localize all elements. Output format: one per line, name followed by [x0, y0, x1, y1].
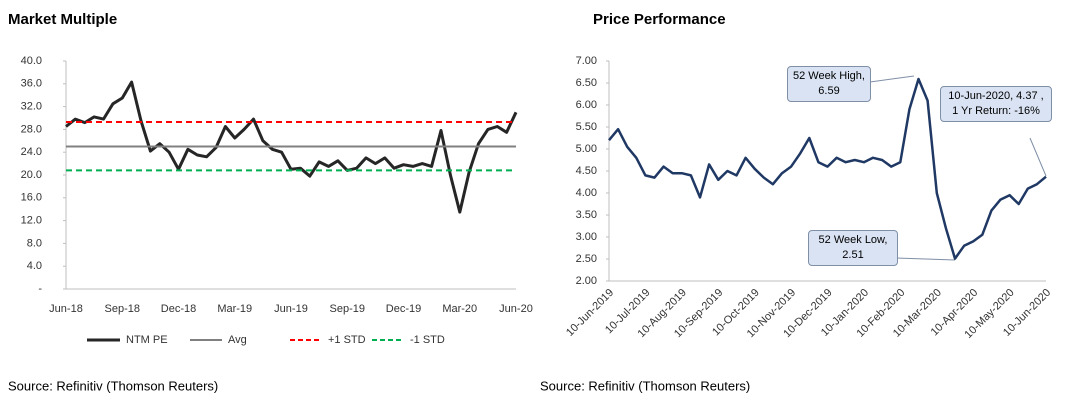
y-tick-label: 7.00 — [576, 55, 597, 67]
callout-pointer — [895, 257, 956, 261]
callout-pointer — [869, 75, 915, 83]
legend-label: Avg — [228, 334, 247, 346]
y-tick-label: 36.0 — [21, 78, 42, 90]
y-tick-label: 3.00 — [576, 231, 597, 243]
y-tick-label: 32.0 — [21, 101, 42, 113]
y-tick-label: 12.0 — [21, 215, 42, 227]
callout-pointer — [1029, 137, 1047, 177]
legend-label: -1 STD — [410, 334, 445, 346]
chart-title: Price Performance — [593, 11, 726, 28]
series-line — [65, 80, 518, 214]
y-tick-label: 20.0 — [21, 169, 42, 181]
x-tick-label: Mar-19 — [217, 303, 252, 315]
legend-label: +1 STD — [328, 334, 366, 346]
y-tick-label: 5.50 — [576, 121, 597, 133]
y-tick-label: 4.00 — [576, 187, 597, 199]
chart-title: Market Multiple — [8, 11, 117, 28]
y-tick-label: 4.0 — [27, 260, 42, 272]
x-tick-label: Sep-18 — [105, 303, 140, 315]
y-tick-label: - — [38, 283, 42, 295]
y-tick-label: 4.50 — [576, 165, 597, 177]
y-tick-label: 40.0 — [21, 55, 42, 67]
source: Source: Refinitiv (Thomson Reuters) — [8, 378, 218, 393]
y-tick-label: 8.0 — [27, 237, 42, 249]
y-tick-label: 5.00 — [576, 143, 597, 155]
x-tick-label: Jun-20 — [499, 303, 533, 315]
y-tick-label: 6.00 — [576, 99, 597, 111]
annotation: 52 Week High, 6.59 — [787, 66, 871, 102]
x-tick-label: Jun-19 — [274, 303, 308, 315]
y-tick-label: 2.00 — [576, 275, 597, 287]
x-tick-label: Sep-19 — [330, 303, 365, 315]
annotation: 52 Week Low, 2.51 — [808, 230, 898, 266]
y-tick-label: 6.50 — [576, 77, 597, 89]
legend-label: NTM PE — [126, 334, 168, 346]
annotation: 10-Jun-2020, 4.37 , 1 Yr Return: -16% — [940, 86, 1052, 122]
source: Source: Refinitiv (Thomson Reuters) — [540, 378, 750, 393]
x-tick-label: Dec-19 — [386, 303, 421, 315]
y-tick-label: 28.0 — [21, 123, 42, 135]
y-tick-label: 3.50 — [576, 209, 597, 221]
x-tick-label: Mar-20 — [442, 303, 477, 315]
x-tick-label: Dec-18 — [161, 303, 196, 315]
y-tick-label: 24.0 — [21, 146, 42, 158]
y-tick-label: 2.50 — [576, 253, 597, 265]
y-tick-label: 16.0 — [21, 192, 42, 204]
x-tick-label: Jun-18 — [49, 303, 83, 315]
series-line — [608, 77, 1047, 260]
